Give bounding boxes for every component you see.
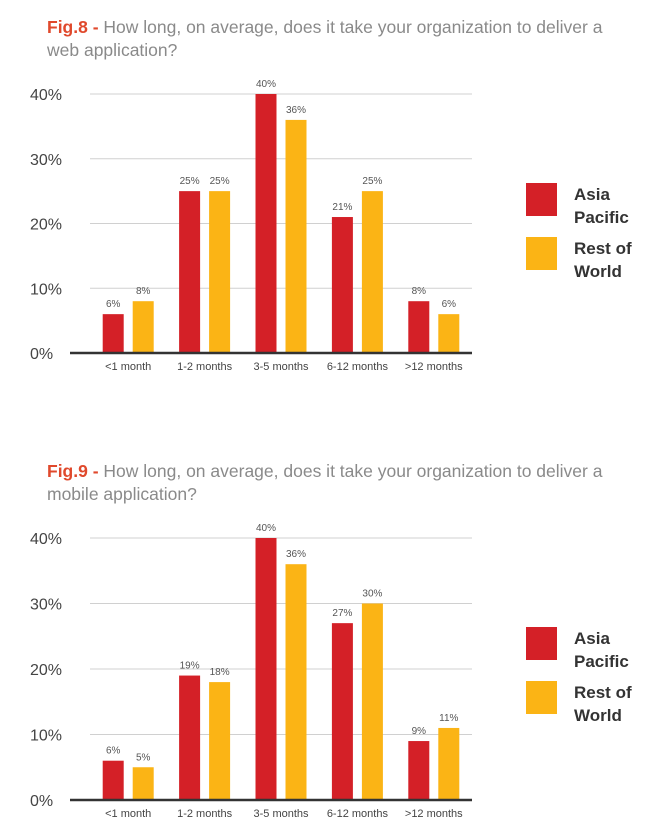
data-label: 8% <box>412 286 427 297</box>
data-label: 40% <box>256 79 276 90</box>
bar-asia-pacific <box>408 741 430 800</box>
bar-rest-of-world <box>285 564 307 800</box>
bar-asia-pacific <box>179 675 201 800</box>
bar-rest-of-world <box>361 191 383 353</box>
legend-item-asia-pacific: Asia Pacific <box>526 183 644 229</box>
data-label: 19% <box>180 661 200 672</box>
y-tick-label: 10% <box>30 728 62 745</box>
x-tick-label: >12 months <box>405 361 463 373</box>
data-label: 6% <box>442 299 457 310</box>
legend-label: Asia Pacific <box>574 629 629 671</box>
bar-rest-of-world <box>361 603 383 800</box>
bar-rest-of-world <box>285 119 307 354</box>
bar-rest-of-world <box>209 682 231 800</box>
data-label: 8% <box>136 286 151 297</box>
bar-rest-of-world <box>438 314 460 353</box>
y-tick-label: 10% <box>30 281 62 298</box>
x-tick-label: 1-2 months <box>177 808 233 820</box>
legend-swatch <box>526 183 557 216</box>
legend-label: Asia Pacific <box>574 185 629 227</box>
y-tick-label: 40% <box>30 531 62 548</box>
figure-number: Fig.8 - <box>47 17 99 37</box>
x-tick-label: 6-12 months <box>327 808 389 820</box>
figure-question: How long, on average, does it take your … <box>47 17 603 60</box>
bar-chart-web: 0% 10% 20% 30% 40% 6% 8% <1 month 25% 25% 1-2 mont… <box>30 79 472 373</box>
figure-number: Fig.9 - <box>47 461 99 481</box>
y-tick-label: 30% <box>30 152 62 169</box>
legend-label: Rest of World <box>574 239 632 281</box>
data-label: 30% <box>362 589 382 600</box>
bar-asia-pacific <box>179 191 201 353</box>
bar-asia-pacific <box>255 94 277 353</box>
legend-swatch <box>526 681 557 714</box>
data-label: 6% <box>106 746 121 757</box>
y-tick-label: 0% <box>30 793 53 810</box>
figure-mobile-application: Fig.9 - How long, on average, does it ta… <box>0 460 661 825</box>
data-label: 36% <box>286 549 306 560</box>
y-tick-label: 20% <box>30 217 62 234</box>
data-label: 25% <box>210 176 230 187</box>
data-label: 25% <box>362 176 382 187</box>
x-tick-label: 6-12 months <box>327 361 389 373</box>
bar-rest-of-world <box>209 191 231 353</box>
legend: Asia Pacific Rest of World <box>526 627 644 735</box>
data-label: 6% <box>106 299 121 310</box>
data-label: 5% <box>136 752 151 763</box>
x-tick-label: 3-5 months <box>253 808 309 820</box>
legend-item-rest-of-world: Rest of World <box>526 681 644 727</box>
y-tick-label: 40% <box>30 87 62 104</box>
x-tick-label: 1-2 months <box>177 361 233 373</box>
legend-label: Rest of World <box>574 683 632 725</box>
legend: Asia Pacific Rest of World <box>526 183 644 291</box>
data-label: 40% <box>256 523 276 534</box>
legend-swatch <box>526 627 557 660</box>
data-label: 9% <box>412 726 427 737</box>
data-label: 18% <box>210 667 230 678</box>
y-tick-label: 30% <box>30 597 62 614</box>
data-label: 36% <box>286 105 306 116</box>
bar-rest-of-world <box>438 727 460 800</box>
x-tick-label: 3-5 months <box>253 361 309 373</box>
figure-title: Fig.9 - How long, on average, does it ta… <box>47 460 637 506</box>
figure-question: How long, on average, does it take your … <box>47 461 603 504</box>
bar-asia-pacific <box>102 314 124 353</box>
y-tick-label: 0% <box>30 346 53 363</box>
x-tick-label: >12 months <box>405 808 463 820</box>
data-label: 11% <box>439 713 458 724</box>
bar-asia-pacific <box>102 760 124 800</box>
y-tick-label: 20% <box>30 662 62 679</box>
data-label: 25% <box>180 176 200 187</box>
bar-chart-mobile: 0% 10% 20% 30% 40% 6% 5% <1 month 19% 18% 1-2 mont… <box>30 523 472 820</box>
bar-asia-pacific <box>331 623 353 800</box>
x-tick-label: <1 month <box>105 808 151 820</box>
figure-web-application: Fig.8 - How long, on average, does it ta… <box>0 16 661 396</box>
legend-swatch <box>526 237 557 270</box>
x-tick-label: <1 month <box>105 361 151 373</box>
bar-rest-of-world <box>132 767 154 800</box>
bar-asia-pacific <box>255 538 277 800</box>
bar-rest-of-world <box>132 301 154 353</box>
data-label: 27% <box>332 608 352 619</box>
bar-asia-pacific <box>408 301 430 353</box>
figure-title: Fig.8 - How long, on average, does it ta… <box>47 16 637 62</box>
bar-asia-pacific <box>331 217 353 353</box>
legend-item-asia-pacific: Asia Pacific <box>526 627 644 673</box>
data-label: 21% <box>332 202 352 213</box>
legend-item-rest-of-world: Rest of World <box>526 237 644 283</box>
